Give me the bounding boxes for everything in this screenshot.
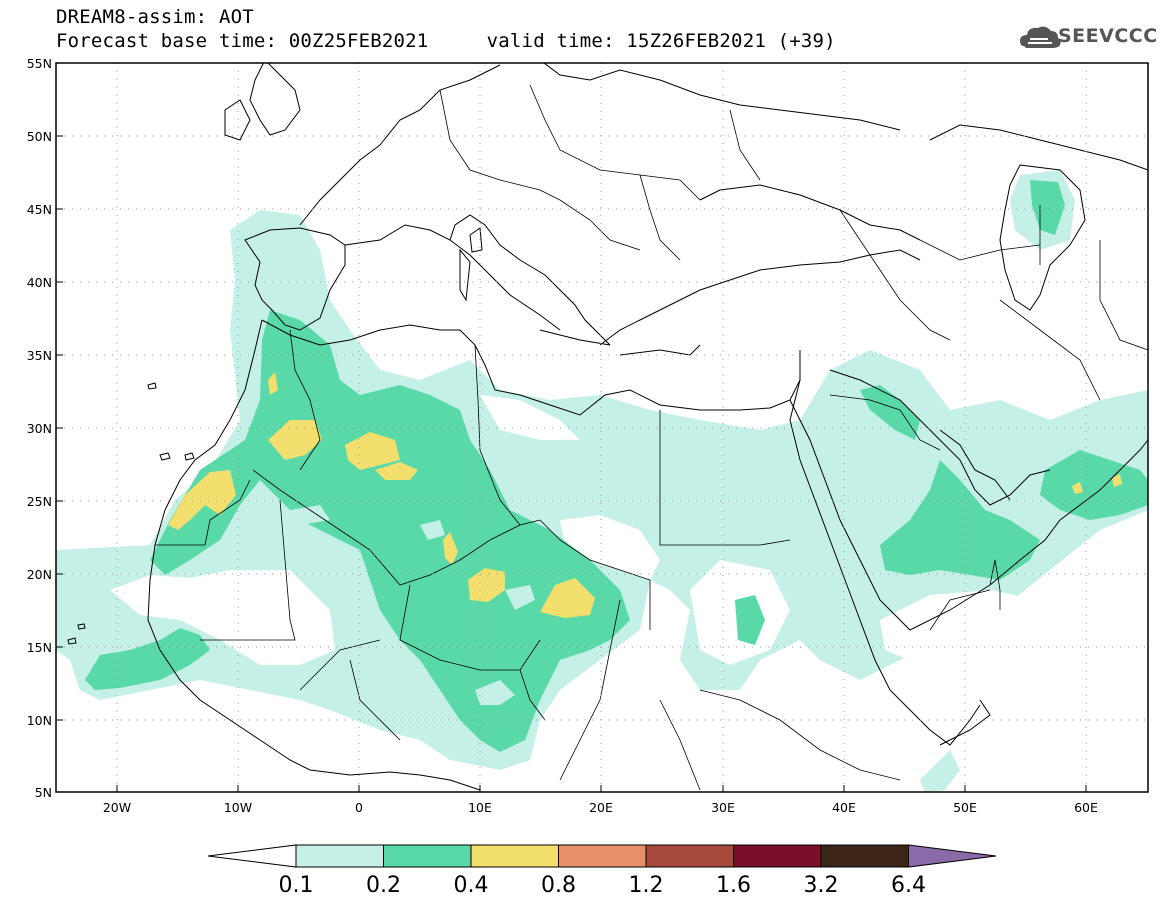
colorbar-label: 1.6 xyxy=(716,873,751,898)
colorbar-low-arrow xyxy=(207,844,297,868)
colorbar: 0.1 0.2 0.4 0.8 1.2 1.6 3.2 6.4 xyxy=(207,844,997,898)
lat-label: 25N xyxy=(27,494,52,509)
colorbar-segment xyxy=(558,844,647,868)
lat-label: 30N xyxy=(27,421,52,436)
colorbar-label: 1.2 xyxy=(629,873,664,898)
tick-marks xyxy=(56,62,1087,792)
colorbar-segment xyxy=(383,844,472,868)
colorbar-segment xyxy=(470,844,559,868)
cloud-icon xyxy=(1020,26,1061,48)
longitude-labels: 20W 10W 0 10E 20E 30E 40E 50E 60E xyxy=(103,800,1098,815)
colorbar-label: 0.1 xyxy=(279,873,314,898)
lat-label: 10N xyxy=(27,713,52,728)
country-borders xyxy=(155,84,1148,791)
lon-label: 40E xyxy=(832,800,856,815)
colorbar-high-arrow xyxy=(908,844,997,868)
colorbar-segment xyxy=(295,844,384,868)
colorbar-segment xyxy=(733,844,822,868)
lon-label: 10W xyxy=(224,800,252,815)
lat-label: 50N xyxy=(27,129,52,144)
colorbar-segment xyxy=(645,844,734,868)
lat-label: 5N xyxy=(35,785,52,800)
colorbar-label: 0.2 xyxy=(366,873,401,898)
lat-label: 55N xyxy=(27,56,52,71)
forecast-time-subtitle: Forecast base time: 00Z25FEB2021 valid t… xyxy=(56,30,836,52)
lat-label: 45N xyxy=(27,202,52,217)
logo-text: SEEVCCC xyxy=(1058,25,1158,47)
colorbar-segment xyxy=(820,844,909,868)
lon-label: 50E xyxy=(953,800,977,815)
latitude-labels: 55N 50N 45N 40N 35N 30N 25N 20N 15N 10N … xyxy=(27,56,52,800)
lon-label: 20W xyxy=(103,800,131,815)
lon-label: 60E xyxy=(1074,800,1098,815)
lon-label: 10E xyxy=(468,800,492,815)
colorbar-label: 6.4 xyxy=(891,873,926,898)
aot-contour-fields xyxy=(56,63,1148,792)
lon-label: 30E xyxy=(711,800,735,815)
lon-label: 20E xyxy=(589,800,613,815)
colorbar-label: 0.4 xyxy=(454,873,489,898)
lat-label: 40N xyxy=(27,275,52,290)
colorbar-label: 0.8 xyxy=(541,873,576,898)
lat-label: 35N xyxy=(27,348,52,363)
map-title: DREAM8-assim: AOT xyxy=(56,6,254,28)
lat-label: 15N xyxy=(27,640,52,655)
lat-label: 20N xyxy=(27,567,52,582)
colorbar-label: 3.2 xyxy=(804,873,839,898)
lon-label: 0 xyxy=(355,800,363,815)
